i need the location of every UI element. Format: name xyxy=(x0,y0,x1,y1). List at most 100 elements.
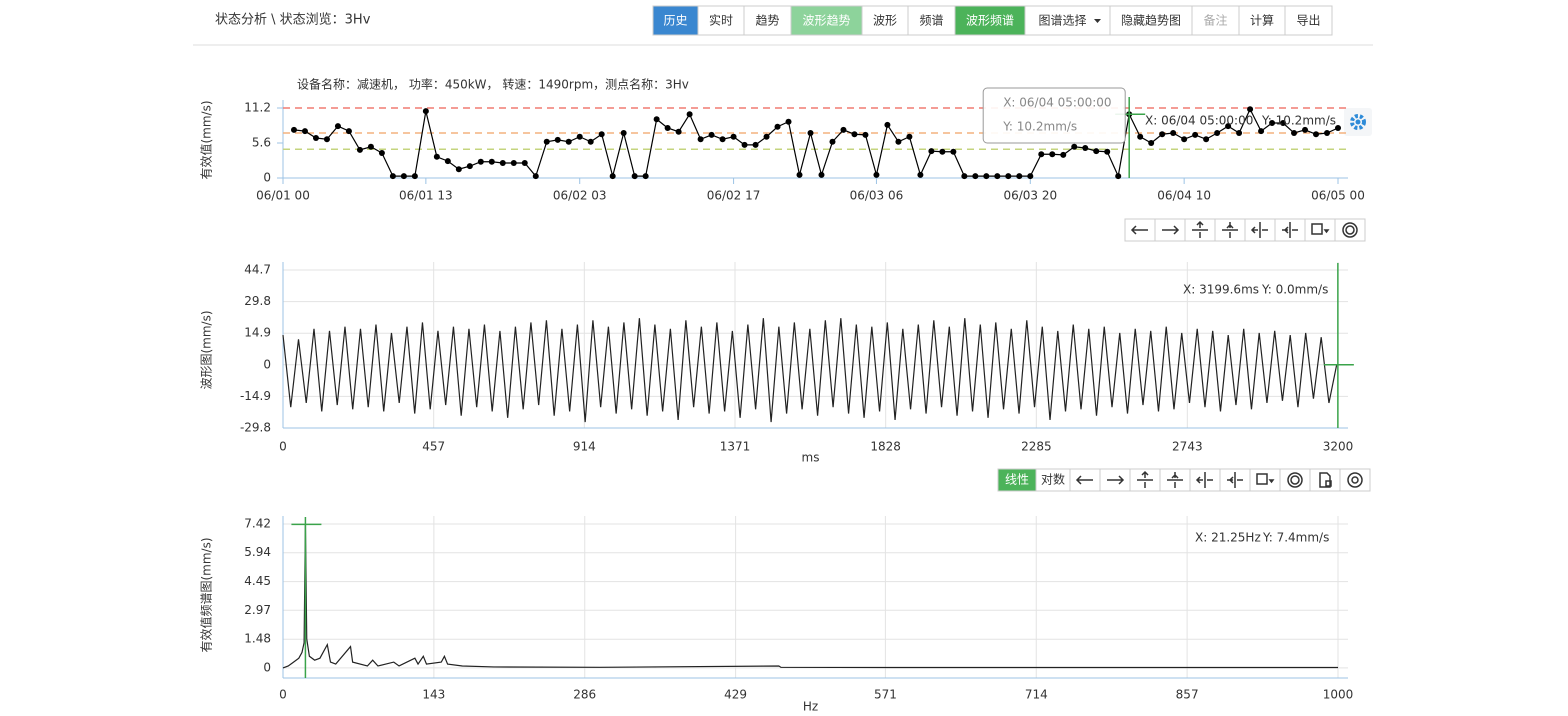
tool-button[interactable] xyxy=(1124,218,1156,242)
header-button[interactable]: 实时 xyxy=(697,5,745,36)
tool-button[interactable] xyxy=(1214,218,1246,242)
x-axis-label: ms xyxy=(802,451,820,465)
x-tick-label: 06/02 03 xyxy=(553,189,607,203)
header-button[interactable]: 历史 xyxy=(652,5,699,36)
point xyxy=(851,131,858,138)
point xyxy=(510,160,517,166)
point xyxy=(1005,173,1012,180)
header-button[interactable]: 波形 xyxy=(861,5,909,36)
header-button[interactable]: 趋势 xyxy=(743,5,792,36)
scale-button[interactable]: 对数 xyxy=(1035,468,1071,492)
point xyxy=(994,173,1001,180)
point xyxy=(488,158,495,165)
point xyxy=(653,116,660,123)
button-label: 历史 xyxy=(663,14,687,28)
readout-y: Y: 10.2mm/s xyxy=(1261,114,1336,128)
point xyxy=(499,160,506,166)
tool-button[interactable] xyxy=(1309,468,1341,492)
point xyxy=(444,158,451,165)
button-bg xyxy=(907,5,956,36)
header-button[interactable]: 备注 xyxy=(1191,5,1240,36)
header-button[interactable]: 图谱选择 xyxy=(1024,5,1111,36)
button-label: 计算 xyxy=(1250,13,1274,28)
x-tick-label: 914 xyxy=(573,440,596,454)
x-tick-label: 571 xyxy=(874,688,897,702)
point xyxy=(312,135,319,141)
header-button[interactable]: 隐藏趋势图 xyxy=(1109,5,1193,36)
x-tick-label: 0 xyxy=(279,440,287,454)
tool-button[interactable] xyxy=(1244,218,1276,242)
scale-button[interactable]: 线性 xyxy=(997,468,1037,492)
x-tick-label: 2743 xyxy=(1172,440,1203,454)
y-tick-label: 0 xyxy=(263,171,271,185)
point xyxy=(1291,130,1298,136)
tool-button[interactable] xyxy=(1279,468,1311,492)
point xyxy=(796,171,803,178)
readout-x: X: 06/04 05:00:00 xyxy=(1145,114,1253,128)
readout-x: X: 21.25Hz xyxy=(1195,531,1261,545)
button-bg xyxy=(697,5,745,36)
tool-button[interactable] xyxy=(1189,468,1221,492)
header-button[interactable]: 波形趋势 xyxy=(790,5,863,36)
tool-button[interactable] xyxy=(1304,218,1336,242)
point xyxy=(829,138,836,145)
point xyxy=(983,173,990,180)
header-button[interactable]: 频谱 xyxy=(907,5,956,36)
x-tick-label: 457 xyxy=(422,440,445,454)
y-axis-label: 有效值频谱图(mm/s) xyxy=(199,537,214,652)
tool-button[interactable] xyxy=(1184,218,1216,242)
tool-button[interactable] xyxy=(1339,468,1371,492)
tool-button[interactable] xyxy=(1159,468,1191,492)
point xyxy=(1170,130,1177,136)
y-tick-label: 2.97 xyxy=(244,603,271,617)
tool-icon xyxy=(1319,472,1332,488)
y-tick-label: 44.7 xyxy=(244,263,271,277)
point xyxy=(1148,140,1155,146)
tool-button[interactable] xyxy=(1274,218,1306,242)
x-tick-label: 06/02 17 xyxy=(707,189,761,203)
button-label: 频谱 xyxy=(919,14,943,28)
point xyxy=(763,133,770,140)
tool-icon xyxy=(1195,472,1213,488)
header-button[interactable]: 导出 xyxy=(1284,5,1333,36)
point xyxy=(532,173,539,180)
point xyxy=(1335,125,1341,131)
point xyxy=(1214,130,1221,136)
tool-button[interactable] xyxy=(1154,218,1186,242)
point xyxy=(1313,131,1320,138)
point xyxy=(1093,148,1100,155)
point xyxy=(1236,130,1243,136)
point xyxy=(642,173,649,180)
button-label: 隐藏趋势图 xyxy=(1121,14,1181,28)
tool-button[interactable] xyxy=(1099,468,1131,492)
point xyxy=(1137,133,1144,140)
x-tick-label: 714 xyxy=(1025,688,1048,702)
y-axis-label: 有效值(mm/s) xyxy=(199,100,214,179)
settings-icon[interactable] xyxy=(1344,108,1372,136)
button-label: 趋势 xyxy=(755,14,779,28)
button-bg xyxy=(1284,5,1333,36)
point xyxy=(1181,136,1188,143)
point xyxy=(774,123,781,130)
tool-icon xyxy=(1167,472,1183,488)
point xyxy=(587,138,594,145)
tool-button[interactable] xyxy=(1334,218,1366,242)
point xyxy=(356,146,363,153)
x-tick-label: 1000 xyxy=(1323,688,1354,702)
tool-button[interactable] xyxy=(1069,468,1101,492)
point xyxy=(939,148,946,155)
tool-icon xyxy=(1162,225,1180,235)
point xyxy=(598,131,605,138)
tool-button[interactable] xyxy=(1129,468,1161,492)
header-button[interactable]: 计算 xyxy=(1238,5,1286,36)
header-button[interactable]: 波形频谱 xyxy=(954,5,1026,36)
tool-button[interactable] xyxy=(1249,468,1281,492)
tool-bg xyxy=(1339,468,1371,492)
y-tick-label: 4.45 xyxy=(244,574,271,588)
point xyxy=(609,173,616,180)
tool-bg xyxy=(1249,468,1281,492)
tool-button[interactable] xyxy=(1219,468,1251,492)
button-label: 备注 xyxy=(1203,13,1227,28)
